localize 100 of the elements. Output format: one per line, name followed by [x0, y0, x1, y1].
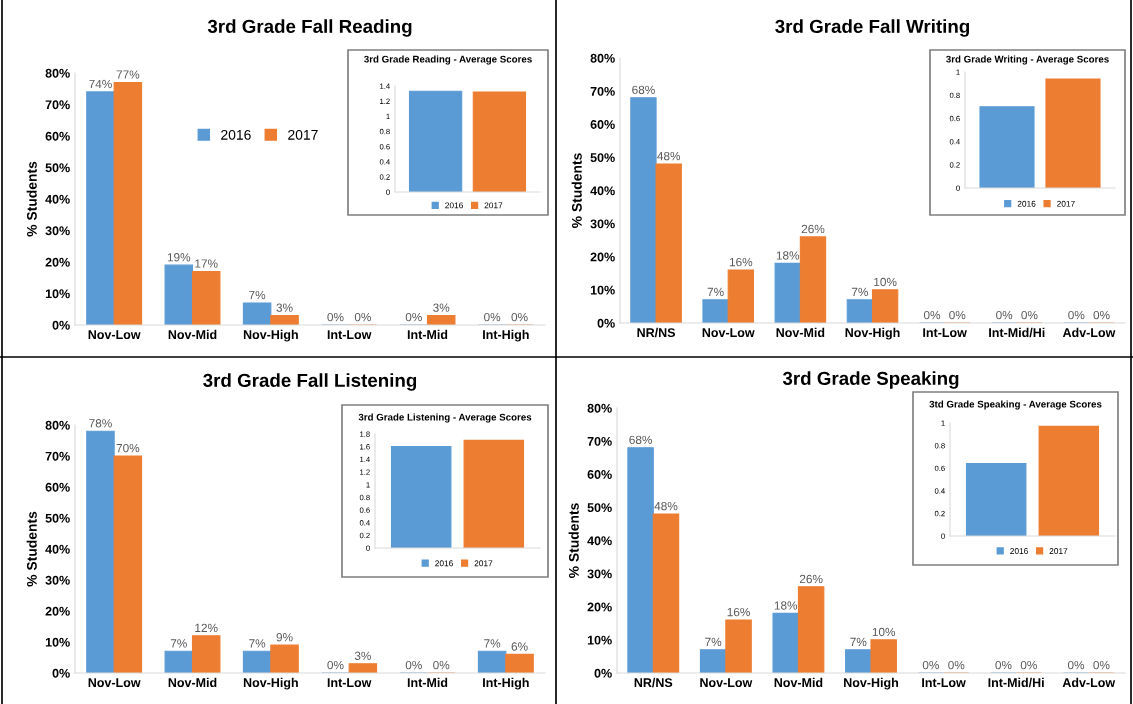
- data-label: 7%: [851, 287, 868, 297]
- data-label: 48%: [657, 151, 681, 161]
- x-tick-label: Nov-High: [243, 329, 298, 342]
- data-label: 16%: [727, 607, 750, 617]
- x-tick-label: Nov-High: [845, 327, 900, 340]
- data-label: 0%: [1067, 660, 1085, 670]
- y-tick-label: 70%: [587, 436, 612, 446]
- y-tick-label: 50%: [590, 153, 615, 163]
- y-tick-label: 80%: [590, 53, 615, 63]
- legend-label: 2017: [1049, 548, 1068, 554]
- data-label: 0%: [1020, 660, 1037, 670]
- x-tick-label: Int-Mid/Hi: [988, 677, 1044, 688]
- x-tick-label: NR/NS: [634, 677, 673, 688]
- data-label: 7%: [850, 637, 867, 647]
- x-tick-label: Int-Low: [327, 678, 372, 688]
- data-label: 7%: [707, 287, 724, 297]
- x-tick-label: Nov-Low: [700, 678, 753, 688]
- data-label: 10%: [872, 627, 896, 637]
- y-tick-label: 70%: [45, 100, 70, 110]
- x-tick-label: Nov-Low: [702, 328, 755, 338]
- chart-title: 3rd Grade Fall Reading: [207, 19, 412, 37]
- y-tick-label: 20%: [587, 602, 612, 612]
- y-tick-label: 0%: [52, 320, 70, 330]
- y-tick-label: 30%: [45, 575, 70, 585]
- data-label: 0%: [405, 312, 422, 322]
- x-tick-label: Nov-High: [243, 677, 298, 690]
- data-label: 9%: [276, 633, 293, 642]
- data-label: 7%: [484, 639, 501, 648]
- chart-title: 3rd Grade Listening - Average Scores: [358, 413, 532, 423]
- data-label: 16%: [729, 257, 753, 267]
- y-tick-label: 30%: [590, 219, 615, 229]
- x-tick-label: Int-High: [483, 677, 529, 690]
- data-label: 6%: [511, 642, 528, 651]
- y-tick-label: 10%: [45, 289, 70, 299]
- data-label: 0%: [511, 312, 528, 322]
- data-label: 26%: [799, 574, 823, 584]
- y-tick-label: 40%: [590, 186, 615, 196]
- x-tick-label: NR/NS: [637, 327, 676, 338]
- x-tick-label: Nov-Mid: [776, 327, 825, 338]
- legend-label: 2016: [1017, 200, 1036, 207]
- data-label: 0%: [327, 312, 344, 322]
- y-tick-label: 80%: [587, 403, 612, 413]
- data-label: 0%: [433, 660, 450, 670]
- data-label: 77%: [116, 70, 140, 79]
- data-label: 10%: [874, 277, 897, 287]
- x-tick-label: Adv-Low: [1062, 327, 1116, 338]
- x-tick-label: Nov-Mid: [168, 329, 217, 340]
- y-tick-label: 40%: [587, 536, 612, 546]
- data-label: 0%: [995, 660, 1012, 670]
- chart-title: 3rd Grade Fall Listening: [203, 373, 417, 391]
- y-tick-label: 20%: [45, 257, 70, 267]
- x-tick-label: Nov-Low: [88, 678, 141, 688]
- legend-label: 2017: [484, 202, 503, 209]
- data-label: 7%: [249, 639, 266, 648]
- data-label: 12%: [195, 623, 218, 633]
- y-tick-label: 60%: [587, 470, 612, 479]
- y-tick-label: 0%: [594, 668, 612, 678]
- y-tick-label: 0%: [52, 668, 70, 678]
- legend-label: 2016: [1010, 548, 1028, 554]
- data-label: 3%: [354, 651, 371, 660]
- chart-title: 3td Grade Speaking - Average Scores: [929, 400, 1102, 410]
- data-label: 0%: [1093, 660, 1110, 670]
- legend-label: 2017: [288, 129, 318, 140]
- x-tick-label: Nov-Mid: [774, 677, 823, 688]
- data-label: 0%: [327, 660, 344, 670]
- data-label: 19%: [167, 253, 191, 262]
- y-tick-label: 40%: [45, 544, 70, 554]
- y-axis-title: % Students: [568, 503, 579, 578]
- x-tick-label: Nov-High: [844, 677, 898, 690]
- x-tick-label: Int-Mid/Hi: [989, 327, 1045, 338]
- data-label: 0%: [1021, 310, 1038, 320]
- y-tick-label: 40%: [45, 194, 70, 204]
- data-label: 74%: [89, 79, 112, 89]
- data-label: 17%: [195, 259, 218, 268]
- data-label: 3%: [276, 303, 293, 312]
- x-tick-label: Adv-Low: [1062, 677, 1116, 688]
- data-label: 48%: [654, 501, 678, 511]
- data-label: 0%: [405, 660, 422, 670]
- y-axis-title: % Students: [26, 511, 37, 587]
- y-tick-label: 80%: [45, 68, 70, 78]
- legend-label: 2017: [474, 560, 493, 567]
- data-label: 7%: [249, 290, 266, 300]
- y-tick-label: 30%: [45, 226, 70, 236]
- chart-title: 3rd Grade Writing - Average Scores: [946, 55, 1109, 65]
- legend-label: 2016: [435, 560, 453, 567]
- chart-title: 3rd Grade Reading - Average Scores: [364, 55, 532, 65]
- data-label: 18%: [776, 251, 800, 260]
- y-tick-label: 0%: [597, 318, 615, 328]
- data-label: 18%: [774, 601, 798, 610]
- y-tick-label: 60%: [45, 131, 70, 141]
- data-label: 68%: [629, 435, 652, 445]
- x-tick-label: Int-Mid: [407, 677, 448, 688]
- y-tick-label: 50%: [45, 163, 70, 173]
- chart-title: 3rd Grade Fall Writing: [775, 19, 970, 37]
- data-label: 0%: [484, 312, 501, 322]
- y-tick-label: 70%: [45, 451, 70, 461]
- data-label: 0%: [1068, 310, 1085, 320]
- y-tick-label: 60%: [45, 482, 70, 492]
- x-tick-label: Int-Low: [922, 678, 966, 688]
- y-axis-title: % Students: [571, 153, 582, 228]
